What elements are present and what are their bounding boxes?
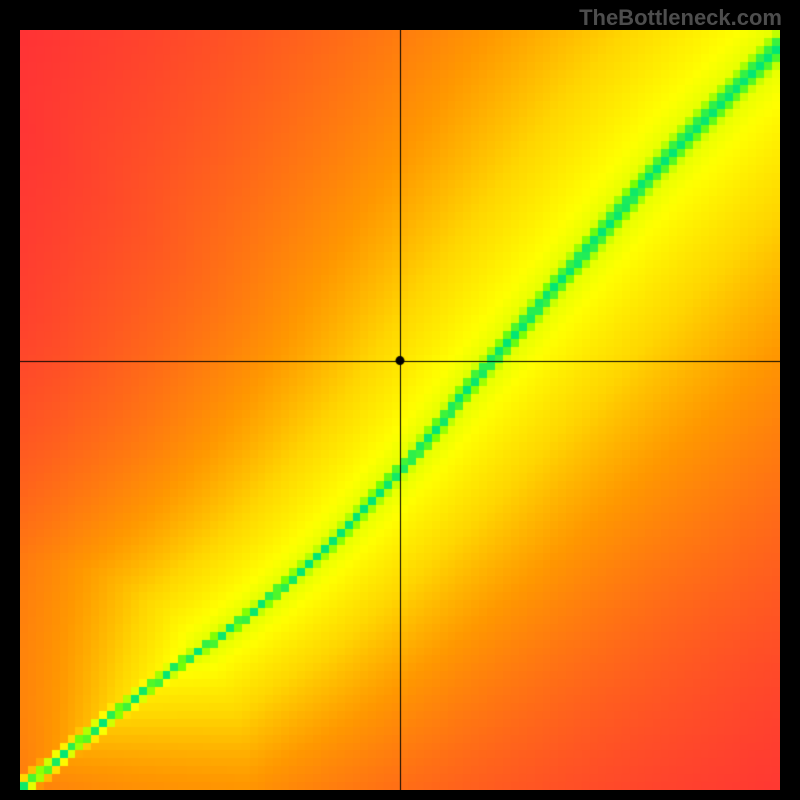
chart-container: TheBottleneck.com xyxy=(0,0,800,800)
bottleneck-heatmap xyxy=(20,30,780,790)
watermark-text: TheBottleneck.com xyxy=(579,5,782,31)
